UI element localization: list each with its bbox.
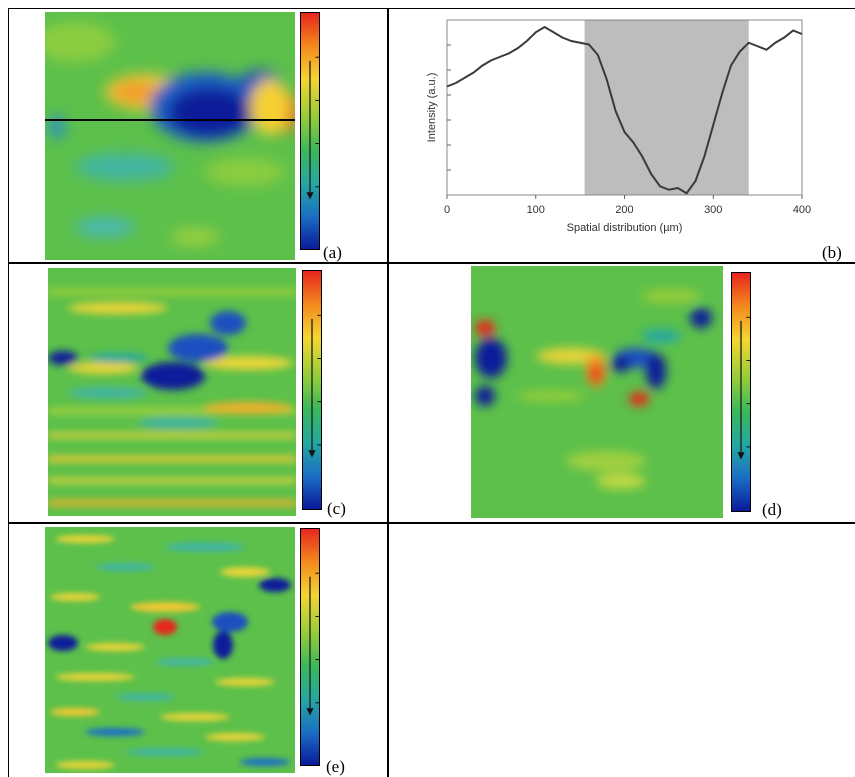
x-tick-label: 300 <box>704 204 722 216</box>
grid-horizontal-divider-1 <box>8 262 855 264</box>
panel-label-a: (a) <box>323 243 342 262</box>
heatmap-e <box>45 527 295 773</box>
heatmap-d <box>471 266 723 518</box>
panel-label-e: (e) <box>326 757 345 776</box>
heatmap-c <box>48 268 296 516</box>
grid-vertical-divider <box>387 8 389 777</box>
intensity-profile-chart: 0 100 200 300 400 Spatial distribution (µm) In… <box>426 19 811 234</box>
grid-left-border <box>8 8 9 777</box>
colorbar-a <box>300 12 320 250</box>
panel-label-c: (c) <box>327 499 346 518</box>
heatmap-a <box>45 12 295 260</box>
grid-horizontal-divider-2 <box>8 522 855 524</box>
y-axis-label: Intensity (a.u.) <box>426 73 438 143</box>
intensity-line <box>446 25 803 195</box>
x-tick-label: 400 <box>793 204 811 216</box>
panel-label-d: (d) <box>762 500 782 519</box>
colorbar-d <box>731 272 751 512</box>
shaded-region <box>584 20 749 195</box>
x-tick-label: 0 <box>444 204 450 216</box>
panel-b: 0 100 200 300 400 Spatial distribution (µm) In… <box>392 10 852 262</box>
x-tick-label: 200 <box>615 204 633 216</box>
x-tick-label: 100 <box>527 204 545 216</box>
colorbar-e <box>300 528 320 766</box>
panel-label-b: (b) <box>822 243 842 262</box>
colorbar-c <box>302 270 322 510</box>
grid-top-border <box>8 8 855 9</box>
x-axis-label: Spatial distribution (µm) <box>567 222 683 234</box>
